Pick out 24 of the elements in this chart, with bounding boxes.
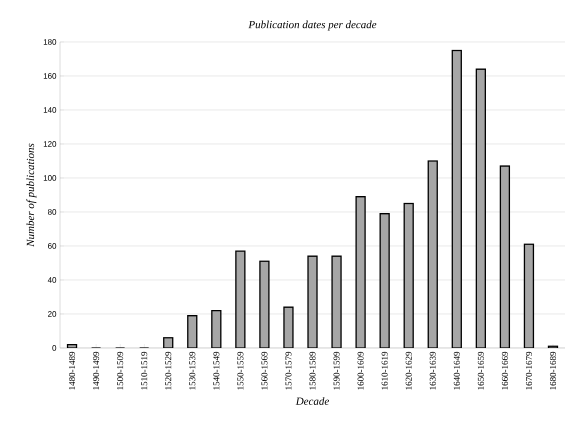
x-tick-label: 1500-1509 [117,352,124,390]
x-tick-label: 1550-1559 [237,352,244,390]
x-axis-title: Decade [296,397,329,405]
x-tick-label: 1620-1629 [406,352,412,390]
x-tick-label: 1520-1529 [165,352,172,390]
x-tick-label: 1680-1689 [550,352,556,390]
x-tick-label: 1650-1659 [478,352,484,390]
x-tick-label: 1530-1539 [189,352,196,390]
x-tick-label: 1570-1579 [285,352,292,390]
x-tick-label: 1630-1639 [430,352,436,390]
x-tick-label: 1600-1609 [358,352,364,390]
x-tick-label: 1640-1649 [454,352,460,390]
chart-title: Publication dates per decade [248,20,376,30]
x-tick-label: 1590-1599 [334,352,340,390]
x-tick-label: 1560-1569 [261,352,268,390]
x-tick-label: 1490-1499 [93,352,100,390]
y-axis-title: Number of publications [26,144,36,247]
x-tick-label: 1610-1619 [382,352,388,390]
x-tick-label: 1580-1589 [309,352,316,390]
x-tick-label: 1510-1519 [141,352,148,390]
x-tick-label: 1540-1549 [213,352,220,390]
x-tick-label: 1670-1679 [526,352,532,390]
x-tick-label: 1660-1669 [502,352,508,390]
x-tick-label: 1480-1489 [69,352,76,390]
